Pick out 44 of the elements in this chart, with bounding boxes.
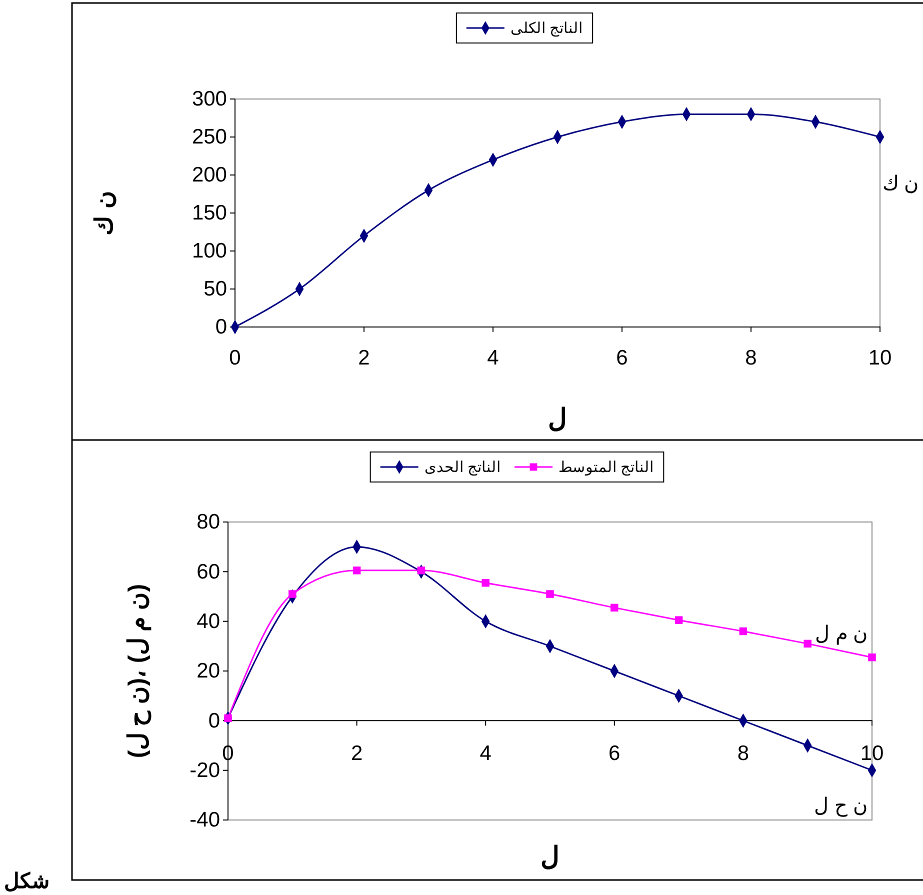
y-axis-title: ن ك (91, 190, 118, 236)
y-tick-label: 0 (215, 316, 227, 339)
x-tick-label: 4 (480, 742, 492, 766)
text: شكل (4, 870, 50, 893)
y-tick-label: 300 (192, 88, 227, 111)
y-tick-label: 40 (196, 610, 220, 634)
point (739, 627, 748, 636)
x-tick-label: 8 (745, 346, 757, 370)
point (674, 616, 683, 624)
point (417, 566, 426, 574)
text: ن ك (882, 173, 919, 195)
annotation: ن ح ل (814, 795, 868, 817)
y-tick-label: -40 (190, 808, 220, 832)
point (610, 604, 618, 612)
annotation: ن م ل (814, 623, 868, 645)
x-tick-label: 10 (868, 346, 892, 370)
x-axis-title: ل (548, 403, 567, 433)
y-axis-title: (ن ح ل)، (ن م ل) (124, 584, 152, 758)
y-tick-label: 0 (208, 709, 220, 732)
y-tick-label: 150 (192, 202, 227, 225)
y-tick-label: 80 (196, 510, 220, 534)
point (352, 566, 361, 574)
point (804, 640, 812, 648)
legend-label: الناتج الحدى (424, 459, 500, 476)
x-tick-label: 2 (350, 742, 363, 766)
x-tick-label: 6 (608, 742, 620, 766)
y-tick-label: 100 (192, 240, 227, 263)
x-tick-label: 4 (487, 346, 500, 370)
y-tick-label: 250 (192, 126, 227, 149)
y-tick-label: 20 (196, 660, 220, 683)
y-tick-label: 60 (196, 560, 220, 584)
point (546, 590, 554, 598)
y-tick-label: 200 (192, 164, 227, 187)
y-tick-label: -20 (190, 759, 220, 782)
legend-label: الناتج الكلى (510, 20, 583, 37)
point (868, 653, 876, 662)
x-tick-label: 10 (860, 742, 884, 766)
legend-label: الناتج المتوسط (558, 459, 654, 476)
point (482, 578, 490, 587)
x-tick-label: 2 (358, 346, 370, 370)
x-tick-label: 8 (737, 742, 750, 766)
y-tick-label: 50 (204, 278, 227, 301)
x-tick-label: 6 (616, 346, 628, 370)
x-axis-title: ل (540, 841, 560, 871)
